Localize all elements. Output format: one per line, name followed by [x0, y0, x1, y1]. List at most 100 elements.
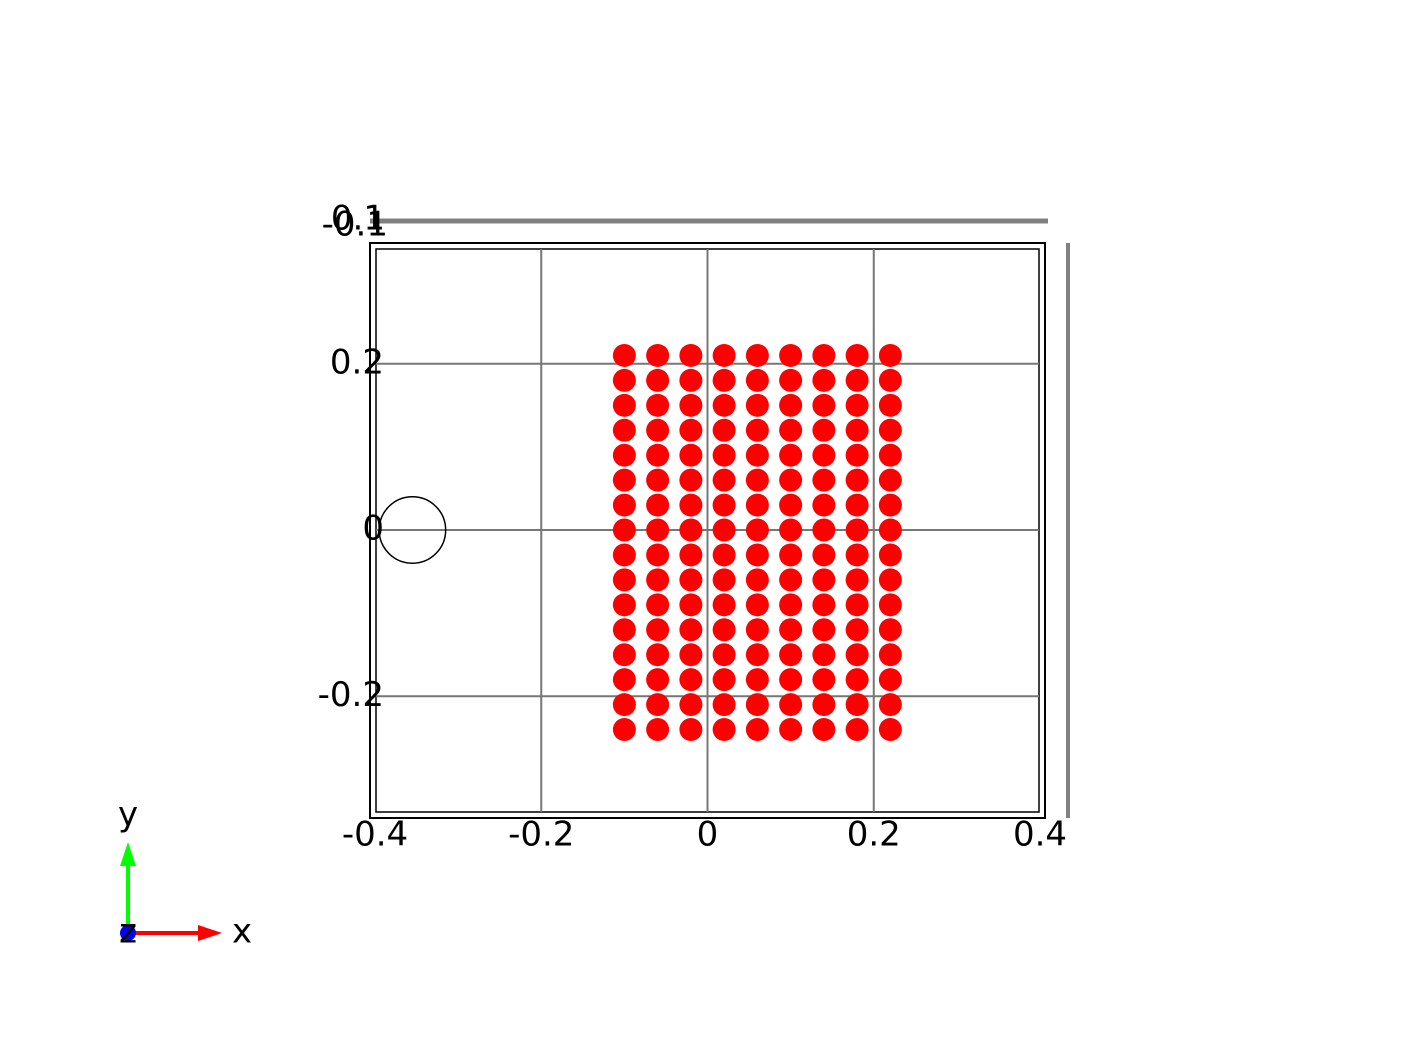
point — [745, 468, 769, 492]
point — [612, 618, 636, 642]
y-tick-label: 0 — [362, 509, 384, 549]
point — [646, 718, 670, 741]
point — [845, 393, 869, 417]
point — [646, 618, 670, 642]
point — [679, 718, 703, 741]
point — [878, 543, 902, 567]
y-tick-label: -0.2 — [318, 675, 384, 715]
point — [612, 493, 636, 517]
point — [845, 618, 869, 642]
point — [779, 668, 803, 692]
point — [812, 618, 836, 642]
point — [612, 518, 636, 542]
point — [878, 693, 902, 717]
point — [745, 668, 769, 692]
point — [646, 368, 670, 392]
point — [712, 543, 736, 567]
point — [779, 718, 803, 741]
point — [646, 693, 670, 717]
point — [612, 593, 636, 617]
x-arrow-head — [198, 925, 222, 941]
point — [812, 568, 836, 592]
point — [878, 468, 902, 492]
point — [779, 543, 803, 567]
point — [878, 493, 902, 517]
point — [745, 493, 769, 517]
point — [745, 343, 769, 367]
point — [679, 568, 703, 592]
point — [646, 518, 670, 542]
axis-label-z: z — [119, 912, 137, 952]
point — [679, 393, 703, 417]
point — [878, 718, 902, 741]
y-tick-label: 0.2 — [330, 342, 384, 382]
point — [845, 418, 869, 442]
z-tick-label: 0.1 — [331, 199, 385, 239]
point — [745, 518, 769, 542]
point — [878, 418, 902, 442]
point — [845, 443, 869, 467]
point — [646, 568, 670, 592]
point — [646, 493, 670, 517]
point — [812, 668, 836, 692]
point — [845, 643, 869, 667]
point — [745, 368, 769, 392]
z-arrow — [120, 925, 136, 941]
point — [712, 343, 736, 367]
point — [779, 593, 803, 617]
point — [612, 468, 636, 492]
point — [679, 418, 703, 442]
axis-label-x: x — [232, 912, 252, 952]
point — [646, 343, 670, 367]
point — [812, 693, 836, 717]
point — [779, 418, 803, 442]
point — [812, 643, 836, 667]
plot-frame — [369, 242, 1046, 819]
point — [779, 468, 803, 492]
point — [878, 343, 902, 367]
point — [712, 493, 736, 517]
point — [779, 693, 803, 717]
point — [779, 443, 803, 467]
point — [679, 443, 703, 467]
point — [779, 368, 803, 392]
point — [679, 468, 703, 492]
point — [845, 568, 869, 592]
point — [745, 643, 769, 667]
point — [812, 393, 836, 417]
x-tick-label: 0.2 — [847, 815, 901, 855]
point — [679, 343, 703, 367]
point — [712, 368, 736, 392]
point — [845, 593, 869, 617]
orientation-axes: x y z — [118, 795, 252, 952]
point — [745, 618, 769, 642]
point — [745, 443, 769, 467]
point — [845, 718, 869, 741]
point — [679, 668, 703, 692]
point — [612, 418, 636, 442]
point — [679, 643, 703, 667]
point — [646, 643, 670, 667]
point — [612, 343, 636, 367]
point — [812, 443, 836, 467]
point — [878, 368, 902, 392]
point — [812, 593, 836, 617]
point — [646, 593, 670, 617]
point — [646, 443, 670, 467]
obstacle — [378, 496, 447, 564]
point — [712, 643, 736, 667]
point — [878, 593, 902, 617]
point — [845, 368, 869, 392]
point — [712, 593, 736, 617]
point — [646, 418, 670, 442]
point — [712, 393, 736, 417]
point — [745, 718, 769, 741]
point — [812, 518, 836, 542]
point — [812, 368, 836, 392]
point — [845, 343, 869, 367]
point — [845, 493, 869, 517]
point — [812, 543, 836, 567]
point — [679, 593, 703, 617]
point — [712, 618, 736, 642]
